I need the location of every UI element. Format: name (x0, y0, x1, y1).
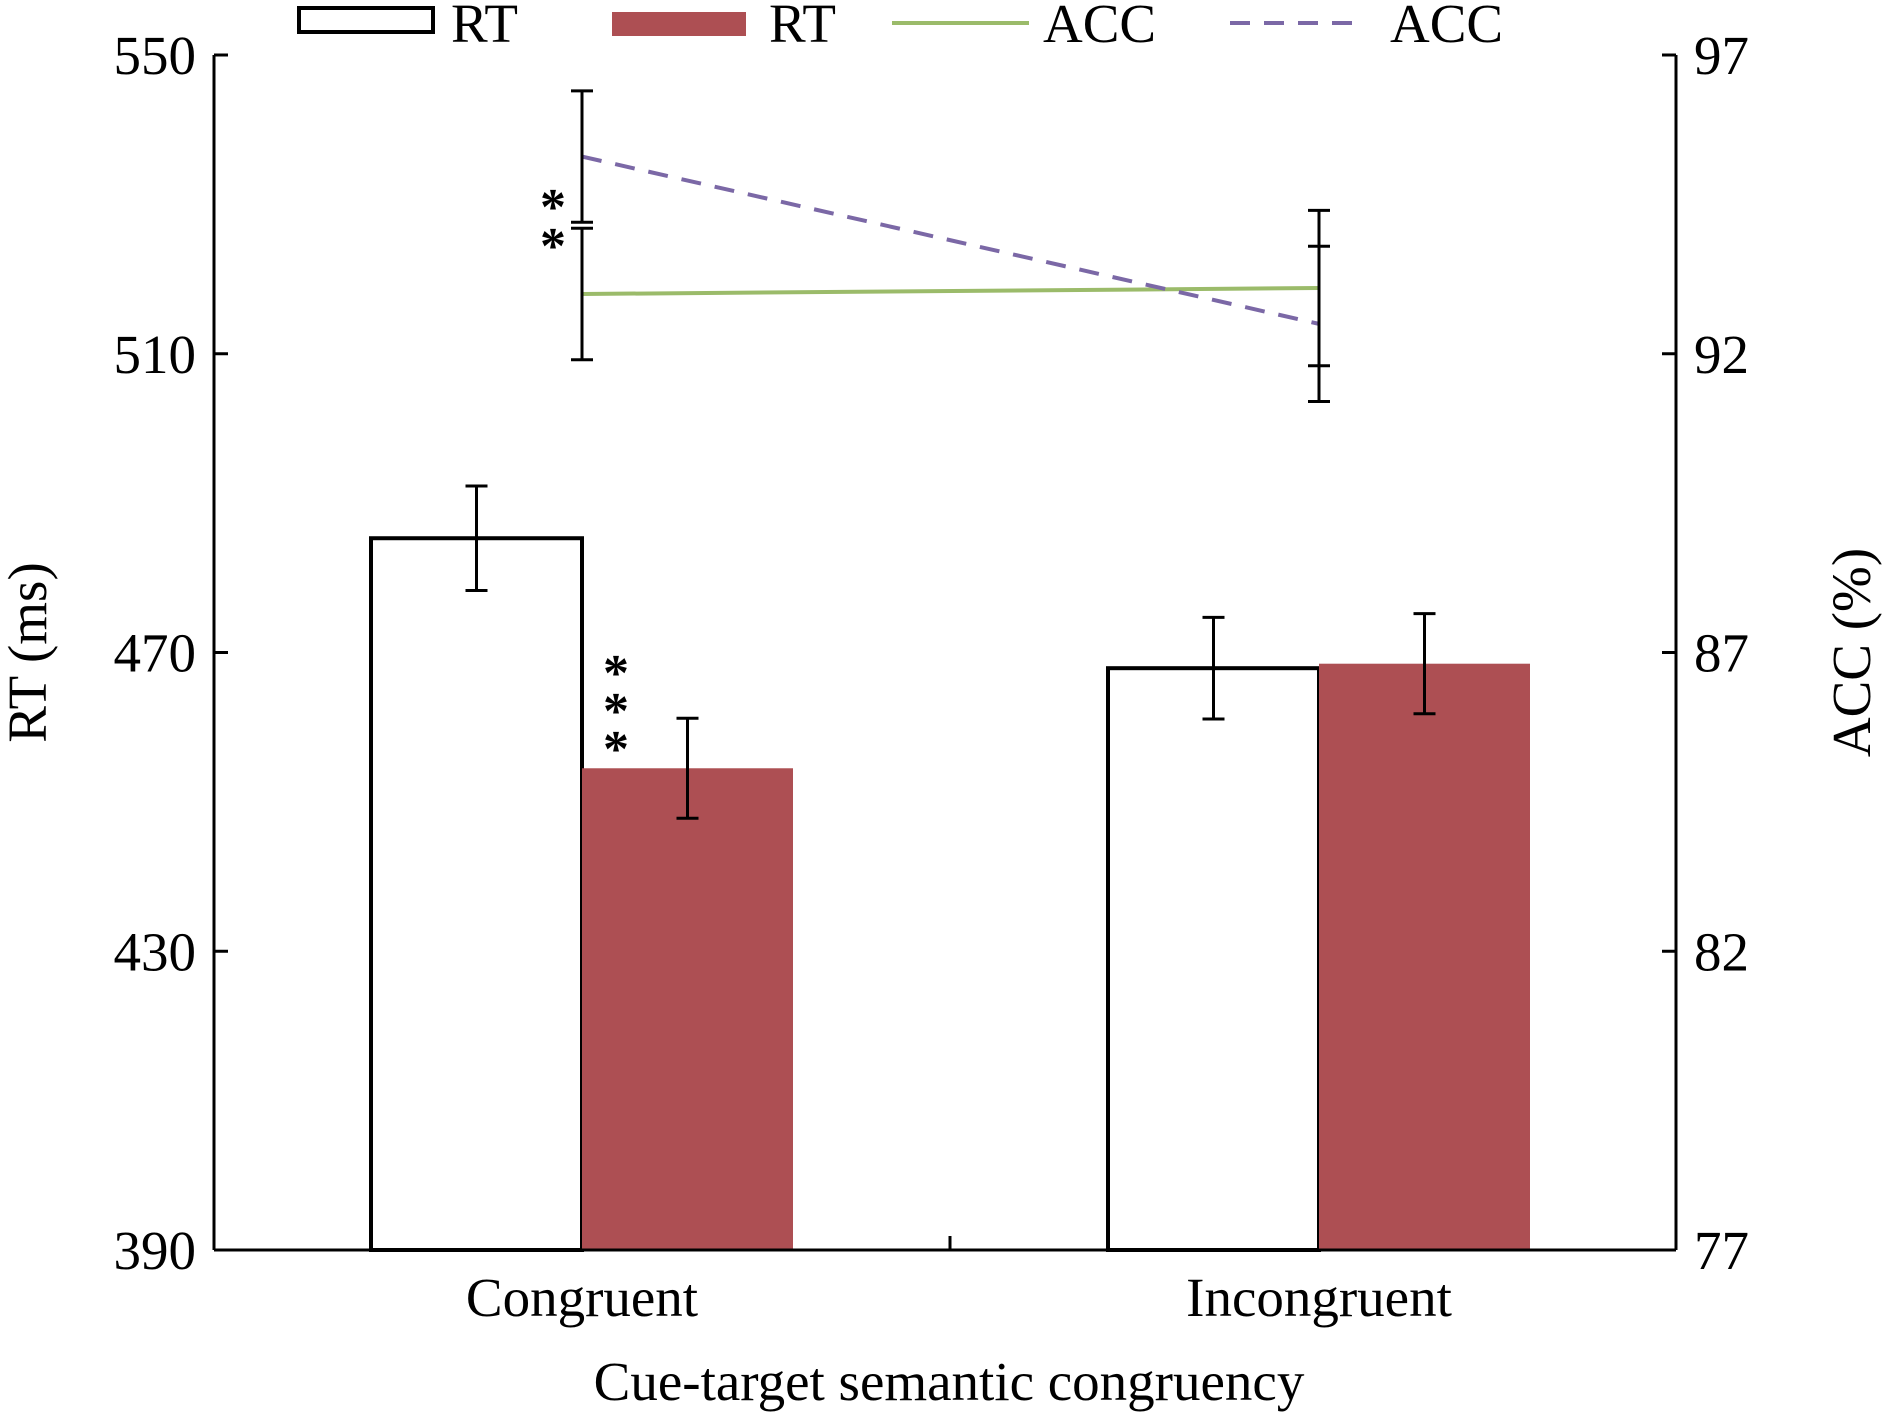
asterisk: * (540, 179, 566, 236)
asterisk: * (603, 683, 629, 740)
rt-error-bar (1413, 612, 1436, 716)
rt-error-bar (465, 484, 488, 593)
y-tick-label-left: 390 (114, 1220, 197, 1281)
legend-label: RT (769, 0, 836, 54)
acc-error-bar (571, 89, 593, 224)
asterisk: * (603, 721, 629, 778)
acc-line-solid (581, 286, 1320, 296)
axes (212, 53, 1678, 1252)
legend-label: RT (451, 0, 518, 54)
acc-line-dashed (581, 154, 1320, 326)
bar-rt-outline-congruent (369, 536, 584, 1252)
y-tick-label-right: 77 (1694, 1220, 1749, 1281)
y-tick-label-right: 92 (1694, 324, 1749, 385)
legend-item: RT (612, 0, 836, 54)
error-bars (465, 89, 1436, 820)
acc-error-bar (1308, 244, 1330, 404)
bars (369, 536, 1530, 1252)
legend-item: ACC (1230, 0, 1503, 54)
y-tick-label-left: 430 (114, 921, 197, 982)
asterisk: * (603, 645, 629, 702)
labels: 390 430 470 510 550 77 82 87 92 97 Congruent Incong… (0, 25, 1882, 1412)
y-tick-label-right: 97 (1694, 25, 1749, 86)
legend-label: ACC (1043, 0, 1156, 54)
acc-lines (581, 154, 1320, 326)
legend-item: RT (297, 0, 518, 54)
asterisk: * (540, 218, 566, 275)
x-axis-title: Cue-target semantic congruency (594, 1351, 1305, 1412)
bar-rt-filled-incongruent (1319, 663, 1530, 1250)
y-tick-label-left: 470 (114, 623, 197, 684)
y-tick-label-left: 550 (114, 25, 197, 86)
y-axis-title-right: ACC (%) (1821, 548, 1882, 757)
legend-label: ACC (1390, 0, 1503, 54)
acc-error-bar (571, 226, 593, 362)
significance-marker: ** (540, 179, 566, 275)
y-tick-label-right: 87 (1694, 623, 1749, 684)
x-tick-label: Incongruent (1186, 1267, 1452, 1328)
rt-error-bar (1202, 615, 1225, 721)
legend-item: ACC (892, 0, 1156, 54)
legend-swatch-rt-outline (297, 6, 435, 34)
x-tick-label: Congruent (466, 1267, 698, 1328)
y-tick-label-left: 510 (114, 324, 197, 385)
bar-rt-filled-congruent (582, 768, 793, 1250)
y-axis-title-left: RT (ms) (0, 562, 58, 743)
significance-marker: *** (603, 645, 629, 778)
legend-swatch-rt-filled (612, 12, 746, 36)
significance-annotations: ***** (540, 179, 629, 778)
rt-error-bar (676, 716, 699, 820)
bar-rt-outline-incongruent (1106, 666, 1321, 1252)
y-tick-label-right: 82 (1694, 921, 1749, 982)
legend: RT RT ACC ACC (297, 0, 1503, 54)
